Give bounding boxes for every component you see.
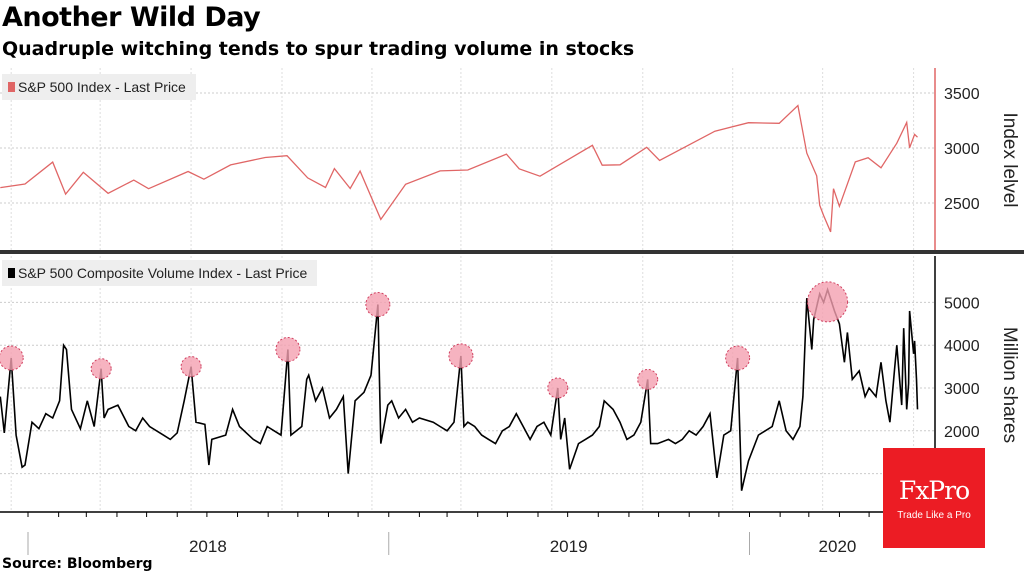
- legend-label: S&P 500 Index - Last Price: [18, 79, 186, 95]
- legend-sp500: S&P 500 Index - Last Price: [2, 74, 196, 100]
- fxpro-logo: FxPro Trade Like a Pro: [883, 448, 985, 548]
- quad-witching-highlight: [180, 356, 202, 378]
- x-tick-label: 2019: [550, 537, 588, 556]
- y-axis-title-top: Index lelvel: [999, 112, 1020, 207]
- logo-tagline: Trade Like a Pro: [897, 510, 971, 521]
- y-tick-label-top: 2500: [944, 196, 980, 213]
- y-tick-label-bottom: 3000: [944, 381, 980, 398]
- panel-separator: [0, 250, 1024, 254]
- x-tick-label: 2018: [189, 537, 227, 556]
- chart-title: Another Wild Day: [2, 2, 261, 33]
- quad-witching-highlight: [275, 336, 301, 362]
- quad-witching-highlight: [807, 281, 849, 323]
- quad-witching-highlight: [547, 377, 569, 399]
- y-tick-label-bottom: 4000: [944, 338, 980, 355]
- quad-witching-highlight: [448, 343, 474, 369]
- y-tick-label-top: 3500: [944, 86, 980, 103]
- y-tick-label-bottom: 2000: [944, 424, 980, 441]
- chart-subtitle: Quadruple witching tends to spur trading…: [2, 38, 635, 60]
- series-line-volume: [0, 286, 919, 491]
- legend-swatch: [8, 82, 15, 92]
- quad-witching-highlight: [637, 368, 659, 390]
- source-note: Source: Bloomberg: [2, 556, 153, 572]
- quad-witching-highlight: [365, 292, 391, 318]
- y-axis-title-bottom: Million shares: [999, 327, 1020, 443]
- quad-witching-highlight: [0, 345, 24, 371]
- legend-swatch: [8, 268, 15, 278]
- y-tick-label-top: 3000: [944, 141, 980, 158]
- x-tick-label: 2020: [819, 537, 857, 556]
- quad-witching-highlight: [90, 358, 112, 380]
- quad-witching-highlight: [725, 345, 751, 371]
- legend-volume: S&P 500 Composite Volume Index - Last Pr…: [2, 260, 318, 286]
- legend-label: S&P 500 Composite Volume Index - Last Pr…: [18, 265, 308, 281]
- y-tick-label-bottom: 5000: [944, 295, 980, 312]
- series-line-sp500: [0, 104, 918, 233]
- logo-text: FxPro: [898, 476, 970, 505]
